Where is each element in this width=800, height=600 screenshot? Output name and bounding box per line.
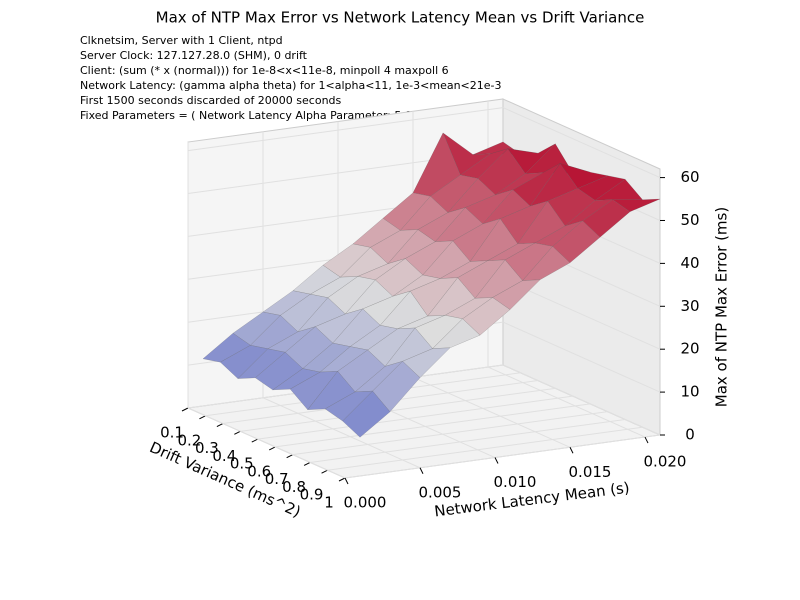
tick-mark [344, 477, 349, 485]
tick-mark [321, 469, 328, 474]
subtitle-line: Server Clock: 127.127.28.0 (SHM), 0 drif… [80, 49, 308, 62]
grid-line [292, 411, 608, 456]
z-tick-label: 20 [680, 340, 699, 358]
subtitle-line: Clknetsim, Server with 1 Client, ntpd [80, 34, 283, 47]
x-tick-label: 0.9 [300, 486, 324, 504]
tick-mark [199, 415, 206, 420]
surface-patch [342, 390, 391, 438]
tick-mark [494, 457, 499, 464]
x-tick-label: 1 [324, 494, 334, 512]
z-tick-label: 10 [680, 383, 699, 401]
subtitle-line: First 1500 seconds discarded of 20000 se… [80, 94, 342, 107]
grid-line [502, 364, 661, 436]
tick-mark [216, 423, 224, 428]
tick-mark [569, 447, 574, 454]
tick-mark [268, 446, 276, 451]
x-tick-label: 0.1 [160, 424, 184, 442]
chart-title: Max of NTP Max Error vs Network Latency … [156, 9, 645, 27]
x-tick-label: 0.2 [178, 431, 202, 449]
tick-mark [419, 467, 424, 474]
z-tick-label: 30 [680, 297, 699, 315]
grid-line [257, 395, 573, 440]
y-tick-label: 0.000 [344, 494, 387, 512]
tick-mark [644, 436, 649, 444]
tick-mark [251, 438, 259, 443]
grid-line [502, 321, 661, 393]
subtitle-line: Network Latency: (gamma alpha theta) for… [80, 79, 502, 92]
tick-mark [303, 461, 311, 466]
x-tick-label: 0.6 [247, 462, 271, 480]
grid-line [240, 387, 556, 432]
subtitle-line: Fixed Parameters = ( Network Latency Alp… [80, 109, 420, 122]
y-tick-label: 0.005 [419, 483, 462, 501]
y-tick-label: 0.020 [644, 453, 687, 471]
grid-line [327, 426, 643, 471]
x-tick-label: 0.8 [282, 478, 306, 496]
z-tick-label: 50 [680, 211, 699, 229]
grid-line [262, 397, 421, 469]
y-tick-label: 0.010 [494, 473, 537, 491]
grid-line [275, 403, 591, 448]
z-tick-label: 0 [685, 426, 695, 444]
grid-line [502, 278, 661, 350]
grid-line [187, 107, 504, 152]
tick-mark [338, 477, 346, 482]
y-tick-label: 0.015 [569, 463, 612, 481]
x-tick-label: 0.7 [265, 470, 289, 488]
x-tick-label: 0.5 [230, 455, 254, 473]
grid-line [412, 376, 571, 448]
x-tick-label: 0.4 [212, 447, 236, 465]
tick-mark [181, 407, 189, 412]
grid-line [487, 366, 646, 438]
subtitle-line: Client: (sum (* x (normal))) for 1e-8<x<… [80, 64, 449, 77]
grid-line [502, 107, 661, 179]
z-tick-label: 40 [680, 254, 699, 272]
grid-line [187, 407, 346, 479]
grid-line [310, 418, 626, 463]
tick-mark [234, 430, 241, 435]
z-axis-label: Max of NTP Max Error (ms) [713, 207, 731, 407]
subtitle: Clknetsim, Server with 1 Client, ntpd Ser… [80, 34, 502, 122]
z-tick-label: 60 [680, 168, 699, 186]
tick-mark [286, 454, 293, 459]
grid-line [344, 434, 661, 479]
x-tick-label: 0.3 [195, 439, 219, 457]
surface [202, 132, 661, 438]
